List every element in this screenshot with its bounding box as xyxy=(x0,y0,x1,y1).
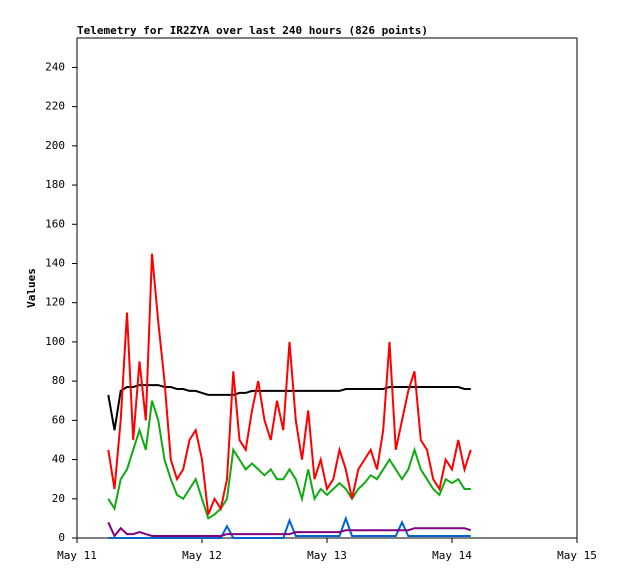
y-tick-label: 120 xyxy=(45,296,65,309)
x-tick-label: May 14 xyxy=(432,549,472,562)
x-tick-label: May 15 xyxy=(557,549,597,562)
series-line xyxy=(107,521,472,538)
y-tick-label: 20 xyxy=(52,492,65,505)
y-tick-label: 100 xyxy=(45,335,65,348)
x-tick-label: May 13 xyxy=(307,549,347,562)
y-tick-label: 200 xyxy=(45,139,65,152)
y-tick-label: 40 xyxy=(52,453,65,466)
y-axis-label: Values xyxy=(25,268,38,308)
y-tick-label: 140 xyxy=(45,256,65,269)
y-tick-label: 220 xyxy=(45,100,65,113)
chart-title: Telemetry for IR2ZYA over last 240 hours… xyxy=(77,24,428,37)
series-line xyxy=(107,400,471,520)
series-line xyxy=(108,515,471,539)
y-tick-label: 180 xyxy=(45,178,65,191)
y-tick-label: 60 xyxy=(52,413,65,426)
y-tick-label: 240 xyxy=(45,60,65,73)
y-tick-label: 0 xyxy=(58,531,65,544)
y-tick-label: 160 xyxy=(45,217,65,230)
x-tick-label: May 12 xyxy=(182,549,222,562)
series-line xyxy=(107,253,472,515)
y-tick-label: 80 xyxy=(52,374,65,387)
x-tick-label: May 11 xyxy=(57,549,97,562)
